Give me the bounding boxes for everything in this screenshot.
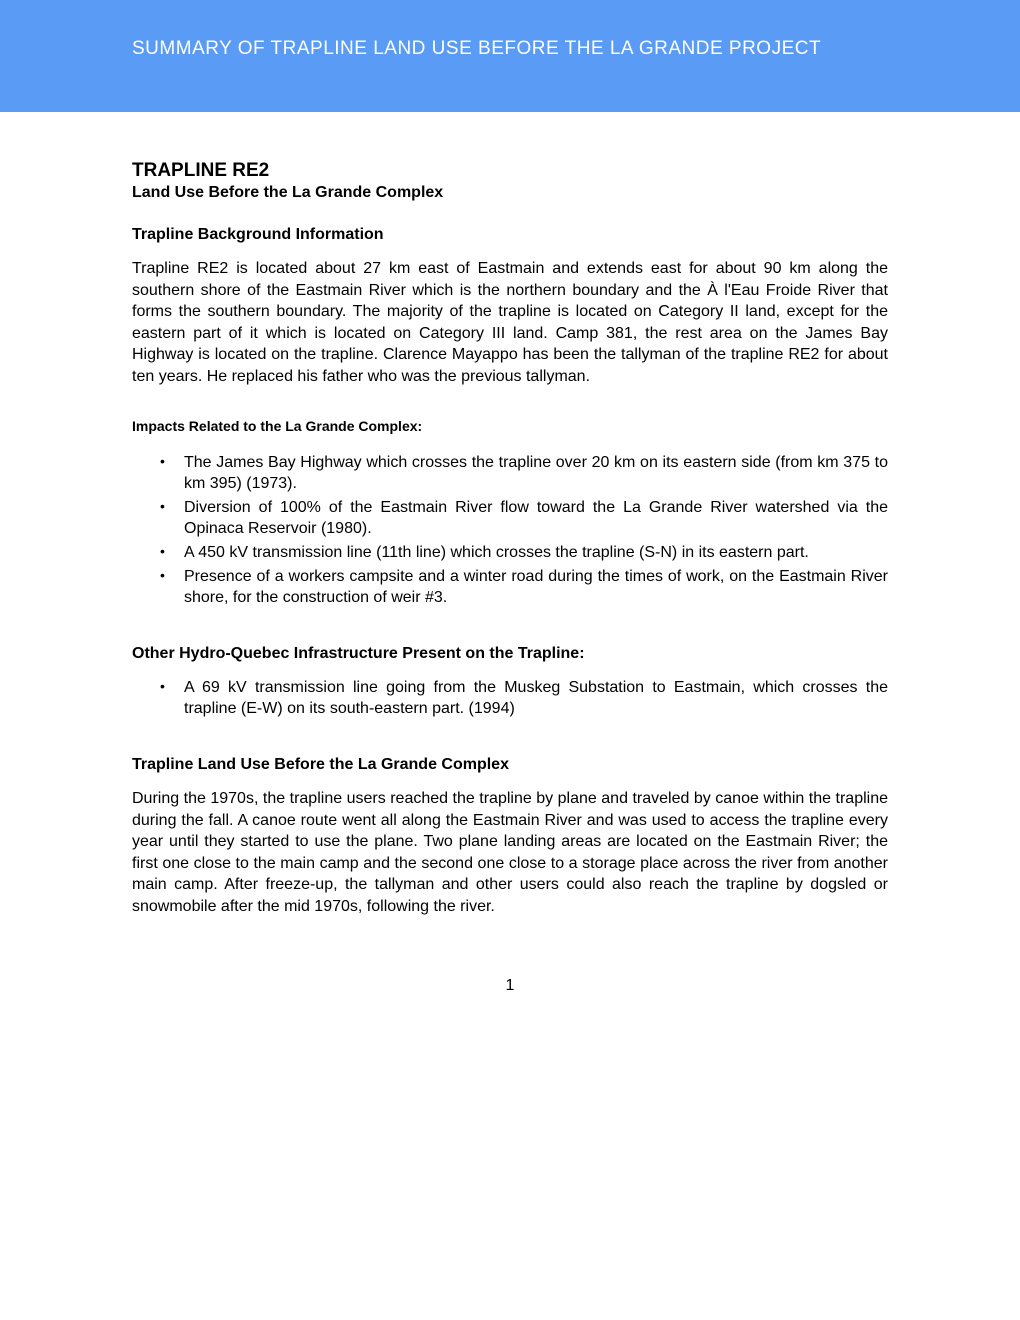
other-infrastructure-list: A 69 kV transmission line going from the… [132, 677, 888, 720]
header-band: SUMMARY OF TRAPLINE LAND USE BEFORE THE … [0, 0, 1020, 112]
land-use-heading: Trapline Land Use Before the La Grande C… [132, 756, 888, 774]
content-area: TRAPLINE RE2 Land Use Before the La Gran… [0, 112, 1020, 1035]
impacts-list: The James Bay Highway which crosses the … [132, 452, 888, 609]
land-use-text: During the 1970s, the trapline users rea… [132, 788, 888, 918]
impacts-heading: Impacts Related to the La Grande Complex… [132, 418, 888, 434]
background-heading: Trapline Background Information [132, 226, 888, 244]
list-item: Diversion of 100% of the Eastmain River … [160, 497, 888, 540]
list-item: Presence of a workers campsite and a win… [160, 566, 888, 609]
header-title: SUMMARY OF TRAPLINE LAND USE BEFORE THE … [132, 38, 1020, 60]
list-item: A 450 kV transmission line (11th line) w… [160, 542, 888, 564]
other-infrastructure-heading: Other Hydro-Quebec Infrastructure Presen… [132, 645, 888, 663]
list-item: The James Bay Highway which crosses the … [160, 452, 888, 495]
background-text: Trapline RE2 is located about 27 km east… [132, 258, 888, 388]
page-number: 1 [132, 977, 888, 995]
list-item: A 69 kV transmission line going from the… [160, 677, 888, 720]
main-title: TRAPLINE RE2 [132, 160, 888, 182]
subtitle: Land Use Before the La Grande Complex [132, 184, 888, 202]
